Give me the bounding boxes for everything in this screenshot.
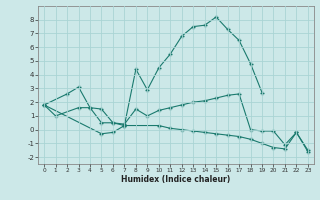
X-axis label: Humidex (Indice chaleur): Humidex (Indice chaleur) — [121, 175, 231, 184]
